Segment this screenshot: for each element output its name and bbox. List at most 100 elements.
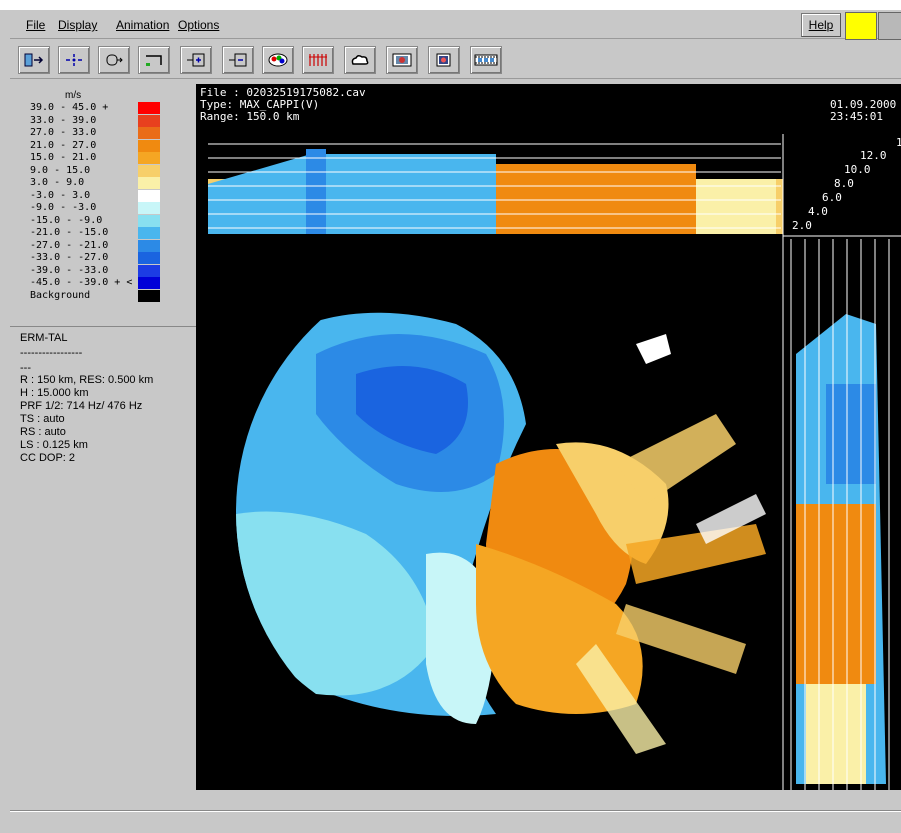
right-cross-section xyxy=(786,314,896,784)
legend-label: 27.0 - 33.0 xyxy=(30,127,97,138)
right-section-gridlines xyxy=(790,239,890,790)
legend-swatch xyxy=(138,164,160,177)
station-name: ERM-TAL xyxy=(20,332,68,344)
bars-icon xyxy=(309,54,327,66)
height-label: 14.0 xyxy=(896,136,901,149)
station-parameter: R : 150 km, RES: 0.500 km xyxy=(20,374,154,386)
echo-patch xyxy=(696,494,766,544)
height-label: 10.0 xyxy=(844,163,871,176)
remove-section-button[interactable] xyxy=(222,46,254,74)
section-icon xyxy=(146,55,162,66)
range-label: Range: 150.0 km xyxy=(200,110,300,123)
legend-label: 15.0 - 21.0 xyxy=(30,152,97,163)
legend-label: -3.0 - 3.0 xyxy=(30,189,91,201)
film-icon xyxy=(474,54,498,66)
window-control-button[interactable] xyxy=(878,12,901,40)
legend-swatch xyxy=(138,127,160,139)
legend-swatch xyxy=(138,264,160,277)
date-label: 01.09.2000 xyxy=(830,98,897,111)
station-parameter: LS : 0.125 km xyxy=(20,439,88,451)
cylinder-icon xyxy=(106,54,123,66)
scan-button[interactable] xyxy=(428,46,460,74)
legend-label: 21.0 - 27.0 xyxy=(30,139,97,151)
legend-swatch xyxy=(138,189,160,202)
legend-label: -45.0 - -39.0 + < xyxy=(30,277,133,288)
export-icon xyxy=(24,53,44,67)
station-parameters: R : 150 km, RES: 0.500 km H : 15.000 km PR… xyxy=(20,374,153,465)
zoom-button[interactable] xyxy=(58,46,90,74)
radar-display[interactable]: File : 02032519175082.cav Type: MAX_CAPP… xyxy=(196,84,901,790)
legend-swatch xyxy=(138,214,160,227)
menu-bar: File Display Animation Options Help xyxy=(10,10,901,40)
station-short-dashes: --- xyxy=(20,362,31,374)
zoom-icon xyxy=(66,54,82,66)
legend-label: -39.0 - -33.0 xyxy=(30,264,109,276)
add-section-button[interactable] xyxy=(180,46,212,74)
palette-button[interactable] xyxy=(262,46,294,74)
height-label: 2.0 xyxy=(792,219,812,232)
file-label: File : 02032519175082.cav xyxy=(200,86,366,99)
menu-file[interactable]: File xyxy=(26,18,46,32)
legend-label: 39.0 - 45.0 + xyxy=(30,102,109,113)
cloud-button[interactable] xyxy=(344,46,376,74)
export-button[interactable] xyxy=(18,46,50,74)
height-label: 4.0 xyxy=(808,205,828,218)
legend-label: 9.0 - 15.0 xyxy=(30,164,91,176)
legend-swatch xyxy=(138,252,160,264)
menu-options[interactable]: Options xyxy=(178,18,220,32)
height-label: 12.0 xyxy=(860,149,887,162)
legend-label: -27.0 - -21.0 xyxy=(30,239,109,251)
plus-icon xyxy=(187,53,205,67)
bars-button[interactable] xyxy=(302,46,334,74)
station-parameter: H : 15.000 km xyxy=(20,387,89,399)
toolbar xyxy=(10,40,901,79)
legend-label: -33.0 - -27.0 xyxy=(30,252,109,263)
station-parameter: PRF 1/2: 714 Hz/ 476 Hz xyxy=(20,400,143,412)
help-button[interactable]: Help xyxy=(801,13,841,37)
legend-swatch xyxy=(138,227,160,239)
echo-spoke xyxy=(616,604,746,674)
echo-patch xyxy=(636,334,671,364)
station-parameter: TS : auto xyxy=(20,413,65,425)
status-color-indicator[interactable] xyxy=(845,12,877,40)
echo-spoke xyxy=(616,414,736,504)
legend-label: Background xyxy=(30,289,91,301)
legend-swatch xyxy=(138,277,160,289)
section-button[interactable] xyxy=(138,46,170,74)
legend-label: -15.0 - -9.0 xyxy=(30,214,103,226)
height-label: 8.0 xyxy=(834,177,854,190)
legend-swatch xyxy=(138,239,160,252)
cylinder-button[interactable] xyxy=(98,46,130,74)
time-label: 23:45:01 xyxy=(830,110,883,123)
minus-icon xyxy=(229,53,247,67)
legend-label: 3.0 - 9.0 xyxy=(30,177,85,188)
legend-swatch xyxy=(138,177,160,189)
echo-spoke xyxy=(576,644,666,754)
type-label: Type: MAX_CAPPI(V) xyxy=(200,98,320,111)
legend-swatch xyxy=(138,289,160,302)
palette-icon xyxy=(268,53,288,67)
cloud-icon xyxy=(351,54,369,65)
top-cross-section xyxy=(208,149,783,234)
status-bar xyxy=(10,810,901,833)
radar-button[interactable] xyxy=(386,46,418,74)
legend-swatch xyxy=(138,102,160,114)
film-button[interactable] xyxy=(470,46,502,74)
radar-icon xyxy=(392,53,412,67)
menu-animation[interactable]: Animation xyxy=(116,18,170,32)
left-panel: m/s 39.0 - 45.0 +33.0 - 39.0 27.0 - 33.0 2… xyxy=(10,82,196,802)
station-parameter: RS : auto xyxy=(20,426,66,438)
legend-label: 33.0 - 39.0 xyxy=(30,114,97,126)
echo-spoke xyxy=(626,524,766,584)
top-section-gridlines xyxy=(208,134,901,790)
menu-display[interactable]: Display xyxy=(58,18,98,32)
top-strip xyxy=(0,0,901,10)
legend-swatch xyxy=(138,152,160,164)
radar-image xyxy=(208,134,901,790)
legend-swatch xyxy=(138,202,160,214)
legend-swatch xyxy=(138,139,160,152)
station-parameter: CC DOP: 2 xyxy=(20,452,76,464)
scan-icon xyxy=(436,53,451,67)
legend-label: -9.0 - -3.0 xyxy=(30,202,97,213)
legend-unit: m/s xyxy=(65,90,82,101)
